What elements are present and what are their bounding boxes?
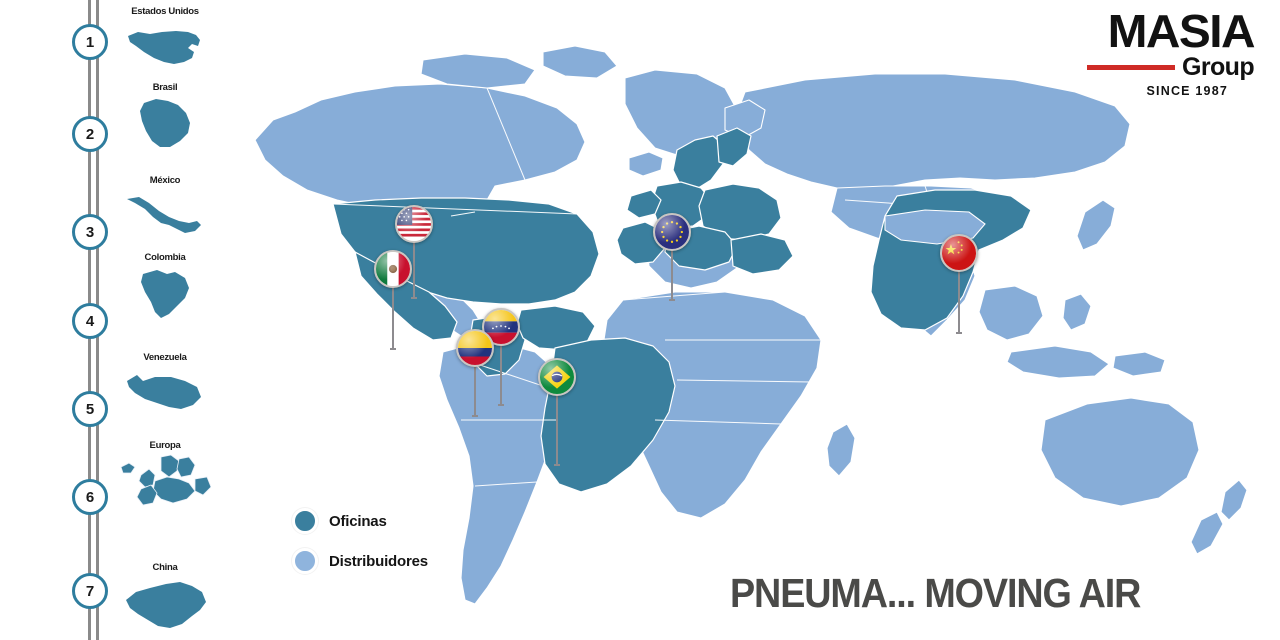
sidebar-item-label: Brasil: [152, 82, 178, 93]
map-pin-estados-unidos[interactable]: [395, 205, 433, 299]
sidebar-item-label: Estados Unidos: [131, 6, 199, 17]
logo-wordmark: MASIA: [1107, 5, 1256, 57]
pin-stem: [554, 392, 560, 466]
sidebar-item-colombia[interactable]: Colombia: [110, 252, 220, 322]
mexico-shape-icon: [110, 189, 220, 245]
sidebar-step-number: 7: [85, 582, 95, 600]
logo-group-text: Group: [1182, 52, 1255, 81]
world-map: [225, 0, 1280, 640]
map-pin-colombia[interactable]: [456, 329, 494, 417]
legend-label: Oficinas: [329, 512, 387, 530]
sidebar-step-1[interactable]: 1: [72, 24, 108, 60]
sidebar-item-label: Europa: [149, 440, 181, 451]
sidebar-step-number: 1: [85, 33, 95, 51]
map-pin-mexico[interactable]: [374, 250, 412, 350]
pin-stem: [956, 268, 962, 334]
flag-brazil-icon: [538, 358, 576, 396]
map-legend: Oficinas Distribuidores: [292, 508, 428, 588]
flag-venezuela-icon: [482, 308, 520, 346]
tagline: PNEUMA... MOVING AIR: [730, 570, 1141, 616]
world-map-svg: [254, 45, 1248, 605]
sidebar-step-number: 5: [85, 400, 95, 418]
legend-dot-office-icon: [292, 508, 318, 534]
europe-shape-icon: [110, 454, 220, 510]
pin-stem: [411, 239, 417, 299]
pin-stem: [472, 363, 478, 417]
flag-colombia-icon: [456, 329, 494, 367]
pin-stem: [669, 247, 675, 301]
legend-item-distribuidores[interactable]: Distribuidores: [292, 548, 428, 574]
sidebar-item-label: México: [149, 175, 181, 186]
legend-item-oficinas[interactable]: Oficinas: [292, 508, 428, 534]
usa-shape-icon: [110, 20, 220, 76]
sidebar-item-venezuela[interactable]: Venezuela: [110, 352, 220, 422]
china-shape-icon: [110, 576, 220, 632]
flag-mexico-icon: [374, 250, 412, 288]
sidebar-item-label: China: [152, 562, 178, 573]
legend-label: Distribuidores: [329, 552, 428, 570]
country-sidebar: 1 Estados Unidos 2 Brasil 3 México: [0, 0, 220, 640]
pin-stem: [390, 284, 396, 350]
logo-red-bar-icon: [1087, 64, 1175, 70]
flag-eu-icon: [653, 213, 691, 251]
pin-stem: [498, 342, 504, 406]
sidebar-step-7[interactable]: 7: [72, 573, 108, 609]
sidebar-step-5[interactable]: 5: [72, 391, 108, 427]
venezuela-shape-icon: [110, 366, 220, 422]
sidebar-item-estados-unidos[interactable]: Estados Unidos: [110, 6, 220, 76]
sidebar-item-mexico[interactable]: México: [110, 175, 220, 245]
flag-china-icon: [940, 234, 978, 272]
masia-group-logo[interactable]: MASIA Group SINCE 1987: [1087, 8, 1256, 98]
map-pin-china[interactable]: [940, 234, 978, 334]
map-pin-venezuela[interactable]: [482, 308, 520, 406]
map-pin-brasil[interactable]: [538, 358, 576, 466]
map-pin-europa[interactable]: [653, 213, 691, 301]
sidebar-item-europa[interactable]: Europa: [110, 440, 220, 510]
logo-since-text: SINCE 1987: [1146, 83, 1228, 98]
sidebar-item-label: Venezuela: [143, 352, 187, 363]
brazil-shape-icon: [110, 96, 220, 152]
sidebar-step-3[interactable]: 3: [72, 214, 108, 250]
sidebar-item-brasil[interactable]: Brasil: [110, 82, 220, 152]
sidebar-item-china[interactable]: China: [110, 562, 220, 632]
sidebar-step-number: 3: [85, 223, 95, 241]
sidebar-step-2[interactable]: 2: [72, 116, 108, 152]
colombia-shape-icon: [110, 266, 220, 322]
sidebar-step-number: 4: [85, 312, 95, 330]
legend-dot-distributor-icon: [292, 548, 318, 574]
sidebar-step-4[interactable]: 4: [72, 303, 108, 339]
sidebar-step-number: 2: [85, 125, 95, 143]
sidebar-step-6[interactable]: 6: [72, 479, 108, 515]
logo-second-row: Group: [1087, 52, 1255, 81]
flag-usa-icon: [395, 205, 433, 243]
sidebar-item-label: Colombia: [144, 252, 186, 263]
sidebar-step-number: 6: [85, 488, 95, 506]
